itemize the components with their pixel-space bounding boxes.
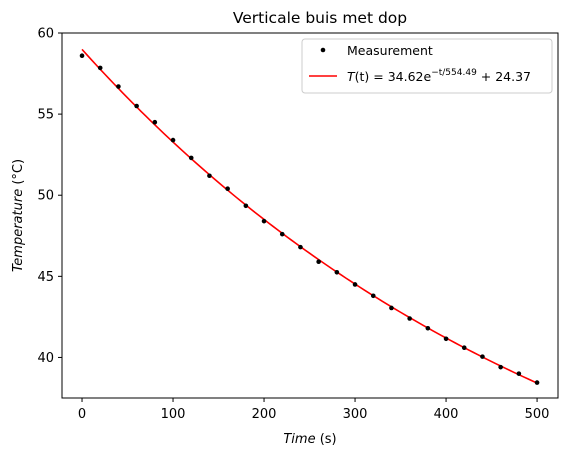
y-tick-label: 40 xyxy=(37,351,54,366)
plot-frame xyxy=(61,32,559,399)
measurement-point xyxy=(407,316,412,321)
legend-label-fit-exponent: −t/554.49 xyxy=(431,68,477,78)
x-tick-label: 200 xyxy=(252,407,277,422)
measurement-point xyxy=(498,364,503,370)
legend-label-fit-symbol: T xyxy=(347,69,356,84)
measurement-point xyxy=(225,186,230,192)
x-tick-label: 0 xyxy=(78,407,86,422)
measurement-point xyxy=(152,119,158,125)
measurement-point xyxy=(207,173,212,179)
measurement-point xyxy=(443,336,449,342)
measurement-point xyxy=(370,293,376,299)
x-axis-label: Time (s) xyxy=(283,432,336,447)
legend-marker-measurement xyxy=(320,47,326,53)
legend-label-fit-body: (t) = 34.62e xyxy=(355,69,432,84)
legend: Measurement T(t) = 34.62e−t/554.49 + 24.… xyxy=(301,38,553,94)
fit-curve-line xyxy=(81,48,538,384)
measurement-point xyxy=(389,305,394,311)
measurement-point xyxy=(516,371,522,376)
y-tick-label: 60 xyxy=(37,27,54,42)
measurement-point xyxy=(334,269,340,275)
measurement-point xyxy=(534,380,540,385)
measurement-point xyxy=(352,282,358,287)
measurement-point xyxy=(316,259,321,265)
y-axis-label-quantity: Temperature xyxy=(11,189,26,272)
plot-area: 0 100 200 300 400 500 40 45 50 55 60 xyxy=(37,27,559,422)
fit-curve-group xyxy=(81,48,538,384)
chart-title: Verticale buis met dop xyxy=(233,9,407,27)
legend-label-fit-offset: + 24.37 xyxy=(477,69,531,84)
measurement-points xyxy=(79,53,540,385)
measurement-point xyxy=(79,53,85,59)
measurement-point xyxy=(243,203,249,209)
x-axis-label-unit: (s) xyxy=(316,432,337,447)
measurement-point xyxy=(188,155,194,161)
measurement-point xyxy=(97,65,103,71)
x-tick-label: 300 xyxy=(343,407,368,422)
legend-label-fit: T(t) = 34.62e−t/554.49 + 24.37 xyxy=(347,68,531,84)
measurement-point xyxy=(480,354,485,359)
legend-box xyxy=(301,38,553,94)
measurement-point xyxy=(425,325,431,331)
y-axis-label: Temperature (°C) xyxy=(11,159,26,272)
y-axis-label-unit: (°C) xyxy=(11,159,26,189)
y-tick-label: 50 xyxy=(37,189,54,204)
measurement-point xyxy=(461,345,467,351)
x-tick-label: 400 xyxy=(434,407,459,422)
y-tick-label: 45 xyxy=(37,270,54,285)
x-tick-label: 500 xyxy=(525,407,550,422)
measurement-point xyxy=(116,84,121,89)
measurement-point xyxy=(298,244,303,250)
measurement-point xyxy=(170,137,176,143)
measurement-point xyxy=(261,218,267,224)
measurement-point xyxy=(279,231,285,237)
y-tick-label: 55 xyxy=(37,108,54,123)
measurement-point xyxy=(134,103,139,109)
x-tick-label: 100 xyxy=(161,407,186,422)
x-axis-label-quantity: Time xyxy=(283,432,315,447)
x-axis-ticks: 0 100 200 300 400 500 xyxy=(78,398,550,422)
y-axis-ticks: 40 45 50 55 60 xyxy=(37,27,62,366)
legend-label-measurement: Measurement xyxy=(347,43,433,58)
